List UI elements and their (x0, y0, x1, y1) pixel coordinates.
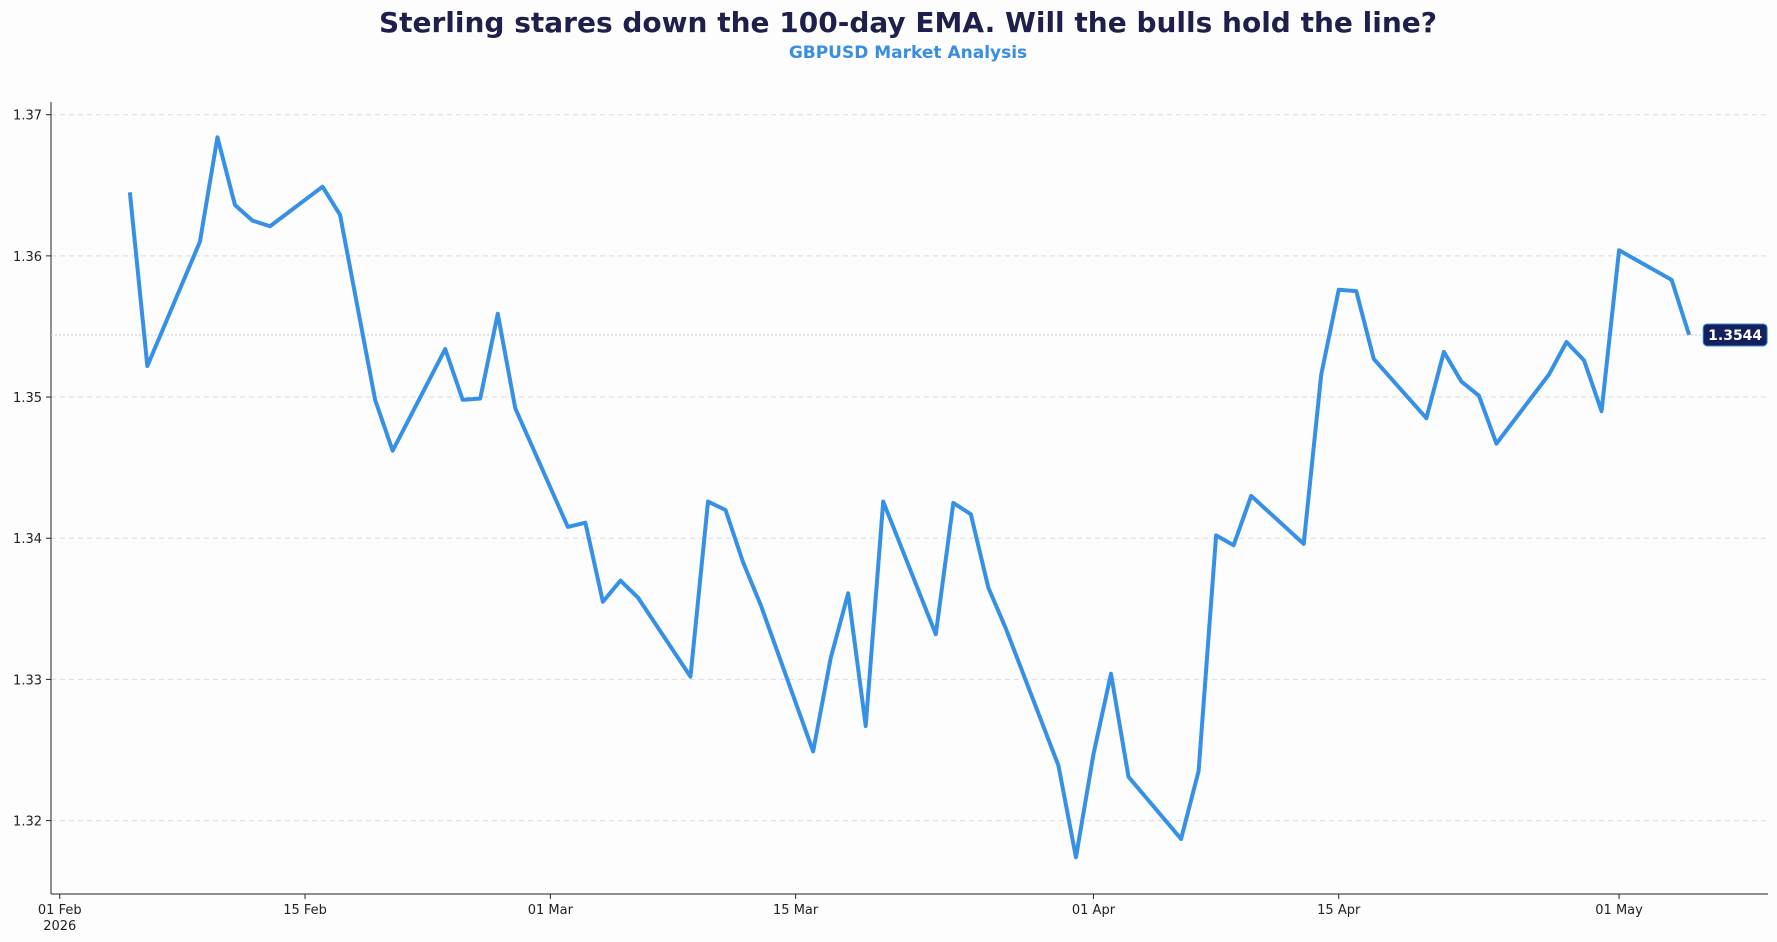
y-tick-label: 1.34 (13, 532, 42, 547)
last-value-badge (1702, 323, 1768, 347)
y-tick-label: 1.37 (13, 109, 42, 124)
x-tick-label: 01 Mar (528, 903, 574, 918)
y-tick-label: 1.32 (13, 815, 42, 830)
y-tick-label: 1.33 (13, 673, 42, 688)
x-tick-label: 15 Feb (283, 903, 327, 918)
y-tick-label: 1.36 (13, 250, 42, 265)
x-tick-label: 01 Apr (1072, 903, 1116, 918)
last-value-label: 1.3544 (1708, 328, 1762, 344)
price-line (127, 135, 1692, 860)
chart-title: Sterling stares down the 100-day EMA. Wi… (379, 6, 1437, 39)
chart-subtitle: GBPUSD Market Analysis (789, 43, 1027, 63)
y-tick-label: 1.35 (13, 391, 42, 406)
x-tick-label: 15 Mar (773, 903, 819, 918)
x-tick-label: 01 May (1595, 903, 1643, 918)
x-tick-label: 01 Feb 2026 (38, 903, 82, 934)
x-tick-label: 15 Apr (1317, 903, 1361, 918)
